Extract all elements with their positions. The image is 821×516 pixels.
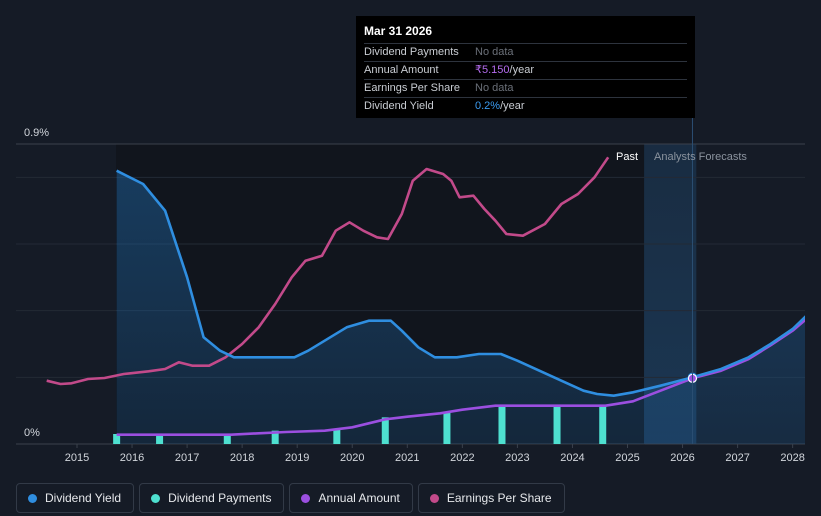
legend-label: Dividend Yield [45, 491, 122, 505]
legend: Dividend Yield Dividend Payments Annual … [16, 483, 565, 513]
legend-label: Earnings Per Share [446, 491, 552, 505]
dividend-payment-bar [271, 430, 279, 444]
x-tick-label: 2021 [395, 452, 419, 464]
legend-earnings-per-share[interactable]: Earnings Per Share [417, 483, 565, 513]
tooltip-unit: /year [500, 100, 525, 112]
x-tick-label: 2015 [65, 452, 89, 464]
tooltip-value: ₹5.150 [475, 64, 510, 76]
y-min-label: 0% [24, 427, 40, 439]
x-tick-label: 2028 [780, 452, 804, 464]
x-tick-label: 2025 [615, 452, 639, 464]
tooltip-value: 0.2% [475, 100, 501, 112]
x-tick-label: 2017 [175, 452, 199, 464]
data-tooltip: Mar 31 2026 Dividend Payments No data An… [356, 16, 695, 118]
tooltip-label: Annual Amount [364, 64, 439, 76]
x-tick-label: 2022 [450, 452, 474, 464]
x-tick-label: 2019 [285, 452, 309, 464]
legend-label: Dividend Payments [168, 491, 272, 505]
legend-dividend-yield[interactable]: Dividend Yield [16, 483, 135, 513]
dividend-payment-bar [553, 405, 561, 444]
tooltip-label: Dividend Payments [364, 46, 459, 58]
legend-dot-icon [301, 493, 311, 503]
dividend-payment-bar [156, 434, 164, 444]
dividend-payment-bar [113, 434, 121, 444]
tooltip-value: No data [475, 82, 514, 94]
dividend-yield-area [116, 170, 805, 444]
dividend-payment-bar [381, 417, 389, 444]
x-axis-ticks: 2015 2016 2017 2018 2019 2020 2021 2022 2023 2024… [65, 444, 805, 464]
earnings-per-share-line [46, 156, 610, 386]
x-tick-label: 2023 [505, 452, 529, 464]
x-tick-label: 2018 [230, 452, 254, 464]
tooltip-value: No data [475, 46, 514, 58]
annual-amount-line [116, 318, 805, 436]
dividend-payment-bar [498, 405, 506, 444]
legend-annual-amount[interactable]: Annual Amount [289, 483, 413, 513]
forecast-label: Analysts Forecasts [654, 151, 747, 163]
tooltip-date: Mar 31 2026 [364, 24, 433, 38]
dividend-payment-bars [113, 405, 607, 444]
y-max-label: 0.9% [24, 127, 49, 139]
legend-dot-icon [151, 493, 161, 503]
tooltip-row-dividend-yield: Dividend Yield 0.2%/year [364, 97, 687, 115]
tooltip-unit: /year [509, 64, 534, 76]
dividend-payment-bar [443, 412, 451, 444]
legend-label: Annual Amount [318, 491, 400, 505]
tooltip-label: Dividend Yield [364, 100, 434, 112]
x-tick-label: 2020 [340, 452, 364, 464]
legend-dot-icon [28, 493, 37, 503]
tooltip-row-earnings-per-share: Earnings Per Share No data [364, 79, 687, 97]
past-label: Past [616, 151, 638, 163]
x-tick-label: 2027 [725, 452, 749, 464]
dividend-payment-bar [599, 405, 607, 444]
dividend-payment-bar [223, 434, 231, 444]
legend-dividend-payments[interactable]: Dividend Payments [139, 483, 285, 513]
tooltip-row-annual-amount: Annual Amount ₹5.150/year [364, 61, 687, 79]
x-tick-label: 2024 [560, 452, 584, 464]
dividend-yield-line [116, 169, 805, 397]
dividend-payment-bar [333, 429, 341, 444]
tooltip-label: Earnings Per Share [364, 82, 460, 94]
x-tick-label: 2016 [120, 452, 144, 464]
legend-dot-icon [429, 493, 439, 503]
x-tick-label: 2026 [670, 452, 694, 464]
tooltip-row-dividend-payments: Dividend Payments No data [364, 43, 687, 61]
